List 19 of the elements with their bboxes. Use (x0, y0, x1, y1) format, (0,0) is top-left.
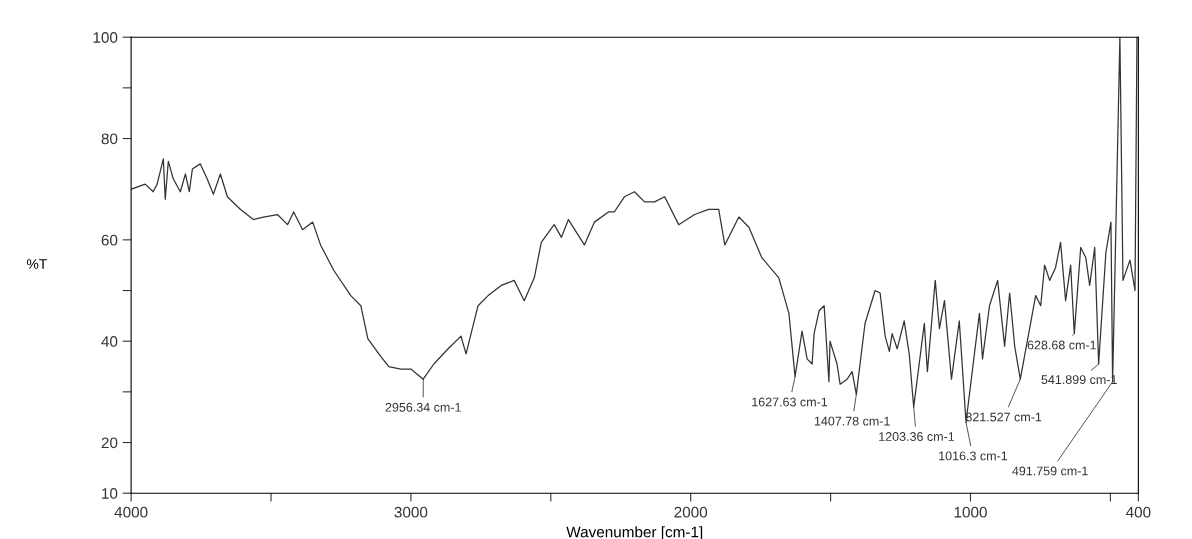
annotation: 1627.63 cm-1 (752, 397, 828, 407)
y-tick-label: 40 (101, 336, 118, 347)
y-tick-label: 20 (101, 437, 118, 449)
x-tick-label: 3000 (394, 506, 428, 518)
annotation: 2956.34 cm-1 (385, 402, 461, 412)
x-tick-label: 1000 (954, 506, 987, 518)
x-tick-label: 2000 (674, 506, 708, 518)
y-tick-label: 100 (93, 32, 118, 43)
y-tick-label: 80 (101, 133, 118, 145)
annotation: 628.68 cm-1 (1027, 340, 1096, 350)
annotation: 1407.78 cm-1 (814, 416, 890, 426)
annotation: 1016.3 cm-1 (939, 451, 1008, 461)
y-axis-title: %T (26, 259, 47, 269)
y-tick-label: 10 (102, 488, 118, 499)
x-tick-label: 400 (1125, 506, 1151, 518)
annotation: 1203.36 cm-1 (879, 432, 955, 441)
annotation: 491.759 cm-1 (1012, 466, 1088, 476)
y-tick-label: 60 (101, 234, 118, 246)
x-tick-label: 4000 (114, 506, 148, 518)
